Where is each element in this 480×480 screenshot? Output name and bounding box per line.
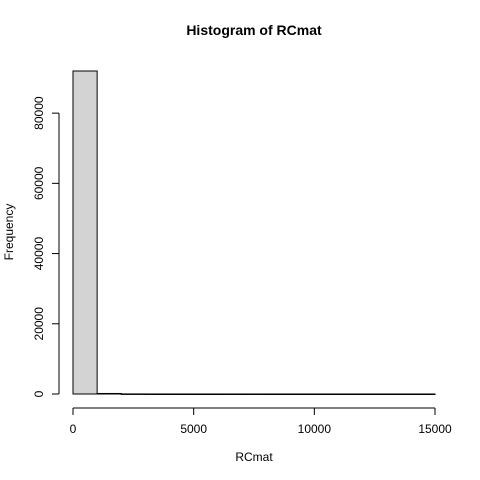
x-tick-label: 10000 — [298, 422, 332, 436]
histogram-bar — [169, 393, 195, 395]
histogram-bar — [217, 393, 243, 395]
histogram-bar — [265, 393, 291, 395]
histogram-bar — [313, 393, 339, 395]
x-tick-label: 15000 — [418, 422, 452, 436]
histogram-bar — [386, 393, 412, 395]
histogram-bar — [193, 393, 219, 395]
histogram-bar — [362, 393, 388, 395]
x-tick-label: 0 — [70, 422, 77, 436]
x-tick-label: 5000 — [180, 422, 207, 436]
x-axis: 0 5000 10000 15000 — [70, 407, 452, 436]
y-axis-label: Frequency — [2, 204, 16, 261]
histogram-bar — [72, 70, 98, 395]
histogram-bar — [337, 393, 364, 395]
y-tick-label: 60000 — [32, 166, 46, 200]
histogram-bar — [241, 393, 267, 395]
y-tick-label: 80000 — [32, 96, 46, 130]
bars-group — [72, 70, 436, 395]
chart-title: Histogram of RCmat — [186, 22, 322, 38]
histogram-bar — [144, 393, 171, 395]
histogram-bar — [120, 393, 146, 395]
y-tick-label: 40000 — [32, 237, 46, 271]
y-tick-label: 20000 — [32, 307, 46, 341]
histogram-bar — [410, 393, 436, 395]
x-axis-label: RCmat — [235, 450, 273, 464]
y-axis: 0 20000 40000 60000 80000 — [32, 96, 60, 397]
histogram-bar — [96, 392, 122, 395]
y-tick-label: 0 — [32, 390, 46, 397]
histogram-bar — [289, 393, 315, 395]
